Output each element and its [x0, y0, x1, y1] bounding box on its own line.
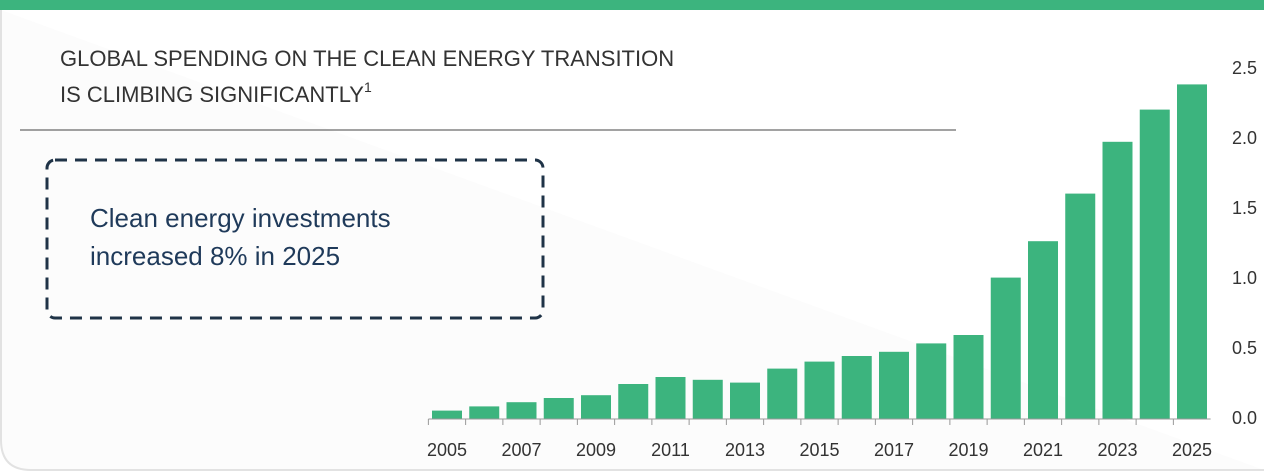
bar — [469, 406, 500, 419]
y-tick-label: 0.0 — [1232, 408, 1257, 428]
chart-title: GLOBAL SPENDING ON THE CLEAN ENERGY TRAN… — [60, 46, 674, 71]
y-tick-label: 1.0 — [1232, 268, 1257, 288]
bar — [990, 277, 1021, 419]
bar — [804, 361, 835, 419]
bar — [581, 395, 611, 419]
bar — [1177, 84, 1207, 420]
bar — [692, 379, 723, 419]
x-tick-label: 2015 — [799, 440, 839, 460]
callout-box — [45, 158, 545, 320]
y-tick-label: 2.5 — [1232, 58, 1257, 78]
bar — [432, 410, 462, 419]
x-tick-label: 2025 — [1172, 440, 1212, 460]
bar — [879, 351, 909, 419]
x-tick-label: 2013 — [725, 440, 765, 460]
y-tick-label: 1.5 — [1232, 198, 1257, 218]
bar — [655, 377, 686, 419]
x-tick-label: 2005 — [427, 440, 467, 460]
card — [0, 10, 1264, 471]
annotation: increased 8% in 2025 — [90, 241, 340, 271]
x-tick-label: 2017 — [874, 440, 914, 460]
footnote: 1 — [364, 79, 372, 95]
top-band — [0, 0, 1264, 10]
bar — [543, 398, 574, 419]
bar — [1102, 141, 1133, 420]
bar — [1065, 193, 1096, 419]
annotation: Clean energy investments — [90, 203, 391, 233]
bar — [506, 402, 537, 419]
y-tick-label: 0.5 — [1232, 338, 1257, 358]
bar — [618, 384, 649, 419]
bar — [916, 343, 947, 419]
bar — [767, 368, 798, 419]
x-tick-label: 2011 — [651, 440, 690, 460]
bar — [841, 356, 872, 419]
chart-title: IS CLIMBING SIGNIFICANTLY1 — [60, 79, 372, 107]
x-tick-label: 2023 — [1097, 440, 1137, 460]
bar — [730, 382, 760, 419]
bar — [1139, 109, 1170, 419]
x-tick-label: 2007 — [501, 440, 541, 460]
chart-title: IS CLIMBING SIGNIFICANTLY — [60, 82, 364, 107]
y-tick-label: 2.0 — [1232, 128, 1257, 148]
x-tick-label: 2009 — [576, 440, 616, 460]
x-tick-label: 2021 — [1023, 440, 1063, 460]
x-tick-label: 2019 — [948, 440, 988, 460]
bar — [953, 335, 984, 419]
bar — [1028, 241, 1058, 419]
